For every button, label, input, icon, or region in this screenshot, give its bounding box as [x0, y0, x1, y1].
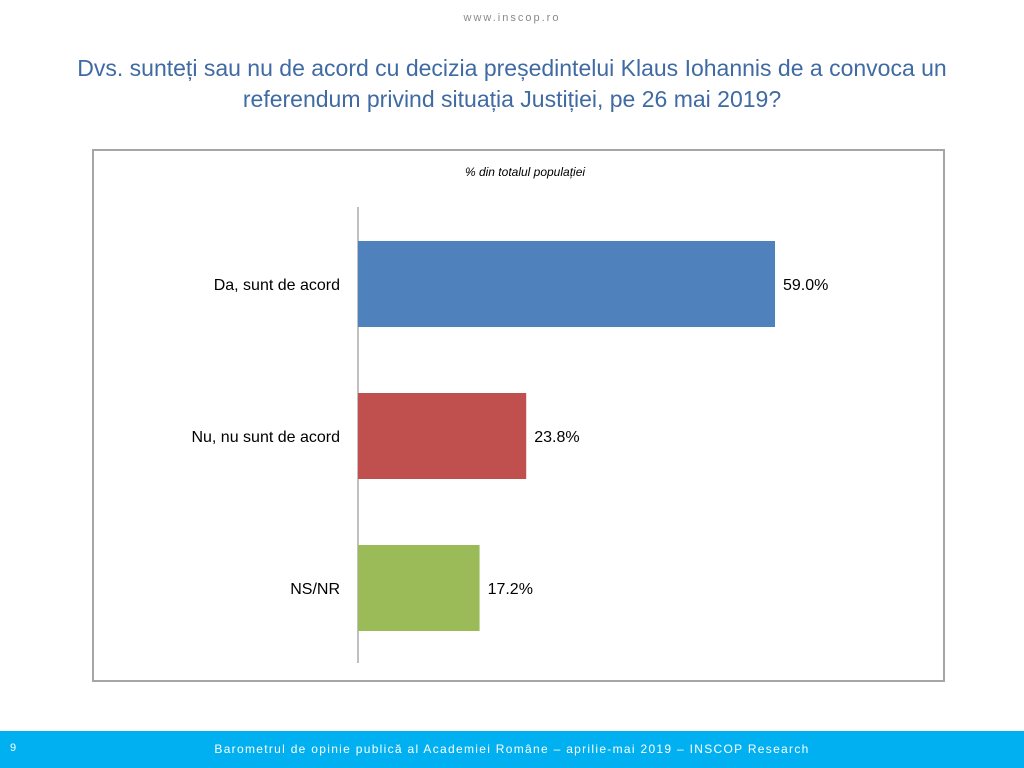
category-label-2: Nu, nu sunt de acord: [191, 429, 340, 446]
bar-1: [358, 241, 775, 327]
footer-bar: 9 Barometrul de opinie publică al Academ…: [0, 731, 1024, 768]
page-number: 9: [10, 742, 17, 754]
value-label-2: 23.8%: [534, 429, 579, 446]
bars-layer: Da, sunt de acord 59.0% Nu, nu sunt de aco…: [191, 241, 828, 631]
footer-text: Barometrul de opinie publică al Academie…: [214, 742, 810, 756]
site-url: www.inscop.ro: [463, 12, 561, 24]
slide-title: Dvs. sunteți sau nu de acord cu decizia …: [77, 55, 947, 112]
chart-frame: % din totalul populației Da, sunt de aco…: [92, 149, 945, 682]
bar-2: [358, 393, 527, 479]
value-label-1: 59.0%: [783, 277, 828, 294]
value-label-3: 17.2%: [488, 581, 533, 598]
bar-chart: % din totalul populației Da, sunt de aco…: [191, 165, 828, 663]
bar-3: [358, 545, 480, 631]
category-label-1: Da, sunt de acord: [214, 277, 340, 294]
chart-subtitle: % din totalul populației: [465, 165, 585, 179]
category-label-3: NS/NR: [290, 581, 340, 598]
